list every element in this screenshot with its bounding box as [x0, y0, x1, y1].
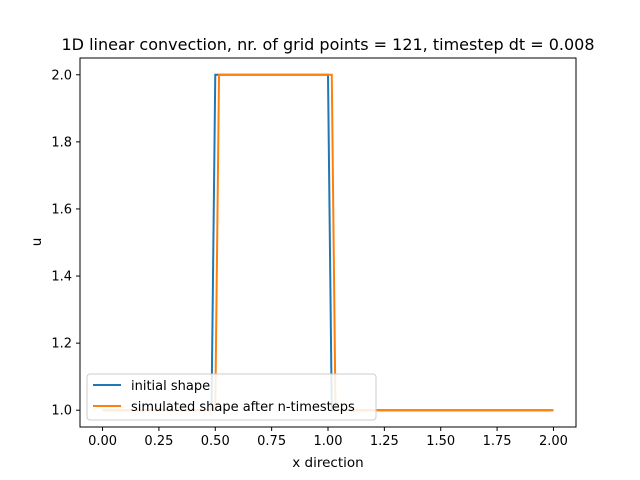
- x-tick-label: 0.00: [88, 434, 117, 449]
- y-tick-label: 1.0: [51, 404, 72, 419]
- y-axis-label: u: [29, 238, 45, 247]
- x-tick-label: 2.00: [539, 434, 568, 449]
- x-tick-label: 0.25: [144, 434, 173, 449]
- x-tick-label: 0.50: [201, 434, 230, 449]
- legend-label-initial-shape: initial shape: [131, 379, 210, 394]
- y-axis-ticks: 1.0 1.2 1.4 1.6 1.8 2.0: [51, 68, 80, 419]
- x-tick-label: 1.50: [426, 434, 455, 449]
- legend: initial shape simulated shape after n-ti…: [86, 373, 377, 421]
- x-tick-label: 1.25: [370, 434, 399, 449]
- x-tick-label: 1.75: [483, 434, 512, 449]
- y-tick-label: 1.8: [51, 135, 72, 150]
- legend-box: [86, 373, 377, 421]
- y-tick-label: 1.4: [51, 270, 72, 285]
- y-tick-label: 1.6: [51, 202, 72, 217]
- legend-label-simulated-shape: simulated shape after n-timesteps: [131, 400, 355, 415]
- chart-title: 1D linear convection, nr. of grid points…: [61, 35, 594, 54]
- x-tick-label: 1.00: [314, 434, 343, 449]
- y-tick-label: 1.2: [51, 337, 72, 352]
- x-tick-label: 0.75: [257, 434, 286, 449]
- y-tick-label: 2.0: [51, 68, 72, 83]
- x-axis-label: x direction: [292, 455, 363, 471]
- x-axis-ticks: 0.00 0.25 0.50 0.75 1.00 1.25 1.50 1.75 2.00: [88, 427, 568, 449]
